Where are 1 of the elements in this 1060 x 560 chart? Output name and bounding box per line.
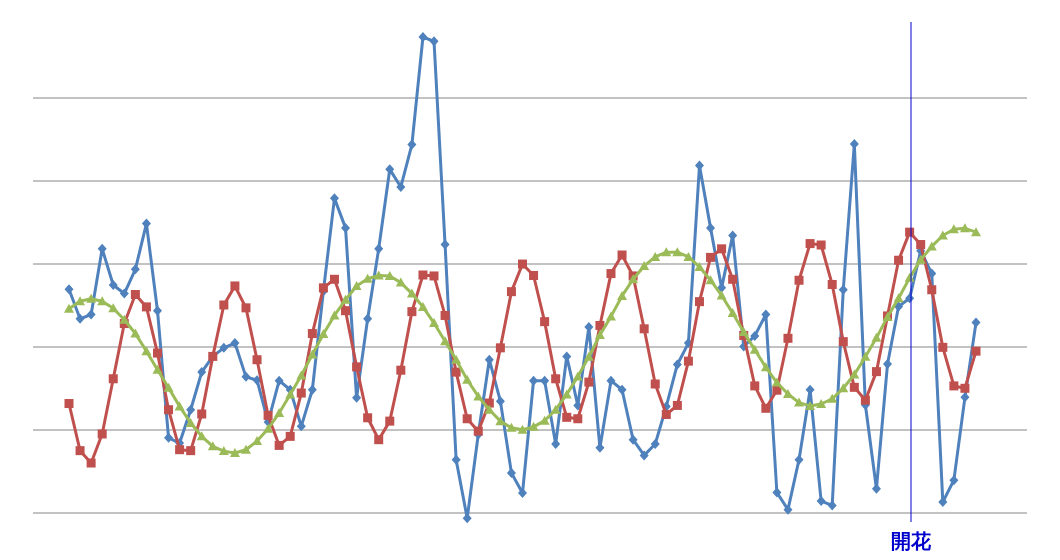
- text: 開花: [891, 530, 932, 552]
